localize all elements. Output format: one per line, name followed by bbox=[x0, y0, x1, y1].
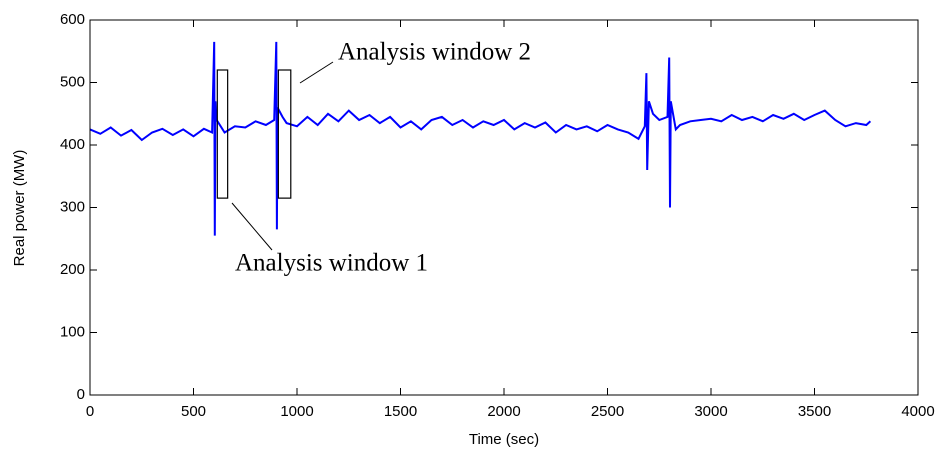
y-tick-label: 0 bbox=[77, 386, 85, 403]
y-tick-label: 100 bbox=[60, 323, 85, 340]
x-tick-label: 1500 bbox=[384, 403, 417, 420]
data-line bbox=[89, 41, 872, 236]
y-tick-label: 500 bbox=[60, 73, 85, 90]
x-tick-label: 0 bbox=[86, 403, 94, 420]
annotation: Analysis window 1 bbox=[235, 250, 428, 277]
annotation: Analysis window 2 bbox=[338, 39, 531, 66]
y-axis-label: Real power (MW) bbox=[11, 150, 28, 267]
y-tick-label: 400 bbox=[60, 136, 85, 153]
x-tick-label: 2000 bbox=[487, 403, 520, 420]
y-tick-label: 600 bbox=[60, 11, 85, 28]
x-tick-label: 2500 bbox=[591, 403, 624, 420]
plot-frame bbox=[89, 19, 919, 396]
y-tick-label: 200 bbox=[60, 261, 85, 278]
x-tick-label: 4000 bbox=[901, 403, 934, 420]
leader-line bbox=[299, 61, 334, 84]
x-axis-label: Time (sec) bbox=[469, 431, 539, 448]
analysis-window bbox=[277, 69, 292, 199]
x-tick-label: 1000 bbox=[280, 403, 313, 420]
x-tick-label: 500 bbox=[181, 403, 206, 420]
x-tick-label: 3500 bbox=[798, 403, 831, 420]
analysis-window bbox=[216, 69, 229, 199]
x-tick-label: 3000 bbox=[694, 403, 727, 420]
y-tick-label: 300 bbox=[60, 198, 85, 215]
leader-line bbox=[231, 202, 273, 251]
